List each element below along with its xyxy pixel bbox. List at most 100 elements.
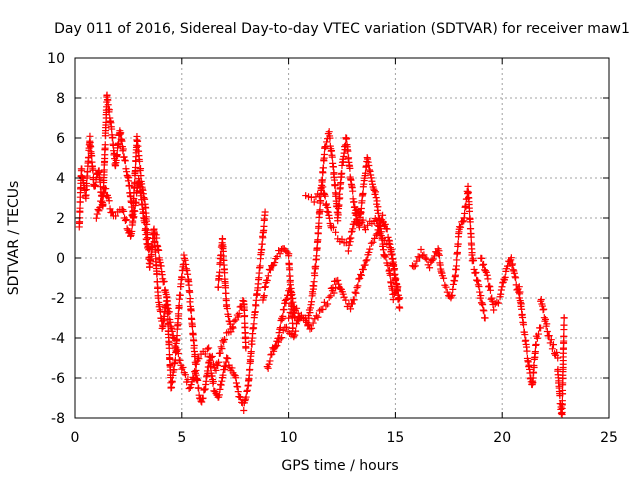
- data-point: [168, 384, 176, 392]
- data-point: [188, 323, 196, 331]
- data-point: [354, 282, 362, 290]
- data-point: [279, 312, 287, 320]
- data-point: [323, 138, 331, 146]
- data-point: [481, 314, 489, 322]
- data-point: [304, 321, 312, 329]
- data-point: [76, 204, 84, 212]
- data-point: [560, 314, 568, 322]
- data-point: [219, 371, 227, 379]
- data-point: [472, 268, 480, 276]
- data-point: [234, 383, 242, 391]
- data-point: [93, 210, 101, 218]
- data-point: [283, 248, 291, 256]
- data-point: [559, 390, 567, 398]
- data-point: [488, 294, 496, 302]
- data-point: [218, 377, 226, 385]
- data-point: [168, 327, 176, 335]
- data-point: [358, 271, 366, 279]
- data-point: [191, 368, 199, 376]
- data-point: [96, 204, 104, 212]
- data-point: [224, 354, 232, 362]
- data-point: [365, 166, 373, 174]
- data-point: [315, 192, 323, 200]
- data-point: [474, 281, 482, 289]
- data-point: [486, 286, 494, 294]
- data-point: [312, 312, 320, 320]
- data-point: [501, 273, 509, 281]
- data-point: [325, 214, 333, 222]
- data-point: [367, 239, 375, 247]
- data-point: [510, 269, 518, 277]
- data-point: [480, 307, 488, 315]
- data-point: [435, 251, 443, 259]
- data-point: [95, 167, 103, 175]
- data-point: [535, 330, 543, 338]
- data-point: [481, 267, 489, 275]
- data-point: [182, 260, 190, 268]
- data-point: [242, 344, 250, 352]
- data-point: [475, 283, 483, 291]
- data-point: [124, 173, 132, 181]
- data-point: [141, 219, 149, 227]
- data-point: [359, 189, 367, 197]
- data-point: [474, 277, 482, 285]
- data-point: [480, 260, 488, 268]
- data-point: [368, 177, 376, 185]
- data-point: [361, 226, 369, 234]
- data-point: [451, 277, 459, 285]
- data-point: [88, 152, 96, 160]
- data-point: [553, 349, 561, 357]
- data-point: [348, 300, 356, 308]
- data-point: [508, 261, 516, 269]
- chart-title: Day 011 of 2016, Sidereal Day-to-day VTE…: [54, 21, 630, 37]
- data-point: [515, 283, 523, 291]
- data-point: [104, 194, 112, 202]
- data-point: [540, 305, 548, 313]
- data-point: [198, 398, 206, 406]
- data-point: [325, 293, 333, 301]
- data-point: [266, 357, 274, 365]
- data-point: [243, 387, 251, 395]
- data-point: [359, 265, 367, 273]
- data-point: [264, 272, 272, 280]
- data-point: [466, 218, 474, 226]
- data-point: [364, 221, 372, 229]
- data-point: [396, 304, 404, 312]
- data-point: [344, 147, 352, 155]
- data-point: [359, 216, 367, 224]
- data-point: [321, 191, 329, 199]
- data-point: [371, 234, 379, 242]
- data-point: [356, 274, 364, 282]
- data-point: [507, 254, 515, 262]
- y-tick-label: 2: [56, 211, 65, 227]
- data-point: [339, 290, 347, 298]
- data-point: [194, 376, 202, 384]
- data-point: [132, 163, 140, 171]
- data-point: [224, 312, 232, 320]
- y-tick-label: 4: [56, 171, 65, 187]
- y-tick-label: 8: [56, 91, 65, 107]
- data-point: [347, 234, 355, 242]
- data-point: [291, 314, 299, 322]
- data-point: [560, 332, 568, 340]
- data-point: [467, 233, 475, 241]
- data-point: [328, 153, 336, 161]
- data-point: [307, 193, 315, 201]
- data-point: [260, 292, 268, 300]
- data-point: [310, 278, 318, 286]
- data-point: [89, 166, 97, 174]
- data-point: [309, 290, 317, 298]
- data-point: [559, 357, 567, 365]
- data-point: [537, 295, 545, 303]
- data-point: [151, 230, 159, 238]
- data-point: [317, 197, 325, 205]
- data-point: [554, 354, 562, 362]
- data-point: [230, 317, 238, 325]
- data-point: [271, 259, 279, 267]
- data-point: [311, 272, 319, 280]
- data-point: [330, 289, 338, 297]
- data-point: [241, 396, 249, 404]
- data-point: [137, 165, 145, 173]
- data-point: [117, 129, 125, 137]
